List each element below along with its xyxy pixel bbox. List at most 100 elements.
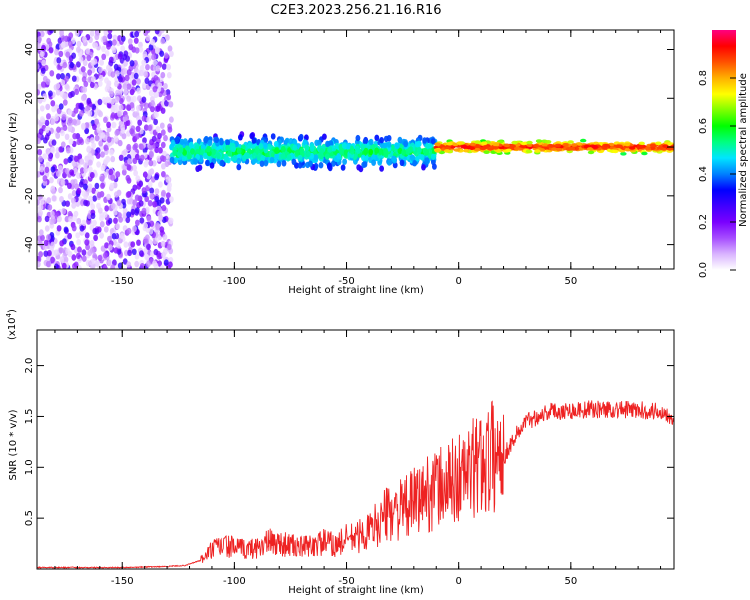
- spectrogram-cell: [43, 250, 49, 257]
- spectrogram-cell: [72, 133, 78, 140]
- spectrogram-cell: [79, 225, 85, 232]
- spectrogram-cell: [139, 65, 145, 72]
- spectrogram-cell: [104, 242, 109, 249]
- spectrogram-cell: [591, 145, 598, 149]
- spectrogram-cell: [138, 41, 143, 49]
- spectrogram-cell: [247, 142, 253, 149]
- spectrogram-cell: [39, 30, 45, 38]
- spectrogram-cell: [103, 116, 108, 124]
- spectrogram-cell: [141, 81, 147, 89]
- spectrogram-cell: [205, 159, 210, 167]
- spectrogram-cell: [37, 256, 42, 263]
- x-tick-label: -150: [111, 576, 134, 587]
- spectrogram-cell: [44, 126, 50, 134]
- spectrogram-cell: [356, 147, 361, 154]
- spectrogram-cell: [136, 104, 141, 112]
- spectrogram-cell: [157, 260, 163, 267]
- spectrogram-cell: [99, 59, 104, 66]
- spectrogram-cell: [666, 147, 674, 151]
- spectrogram-cell: [149, 250, 155, 257]
- spectrogram-cell: [98, 66, 103, 74]
- spectrogram-cell: [620, 152, 627, 156]
- spectrogram-cell: [104, 77, 109, 84]
- svg-text:(x104): (x104): [5, 309, 18, 340]
- spectrogram-cell: [122, 83, 128, 90]
- spectrogram-cell: [56, 73, 61, 80]
- spectrogram-cell: [99, 232, 104, 239]
- spectrogram-cell: [129, 102, 135, 109]
- spectrogram-cell: [322, 133, 327, 140]
- spectrogram-cell: [37, 171, 40, 178]
- colorbar-tick-label: 0.4: [698, 166, 709, 182]
- spectrogram-cell: [460, 144, 468, 149]
- spectrogram-cell: [463, 148, 470, 153]
- spectrogram-cell: [456, 141, 463, 145]
- spectrogram-cell: [133, 37, 139, 44]
- spectrogram-cell: [361, 154, 366, 161]
- spectrogram-cell: [147, 200, 153, 207]
- spectrogram-cell: [99, 175, 105, 182]
- spectrogram-cell: [412, 160, 418, 167]
- spectrogram-cell: [69, 154, 74, 162]
- spectrogram-cell: [50, 241, 56, 248]
- spectrogram-cell: [407, 147, 413, 154]
- colorbar-tick-label: 0.6: [698, 118, 709, 134]
- spectrogram-cell: [286, 154, 292, 161]
- spectrogram-cell: [47, 250, 52, 257]
- spectrogram-cell: [586, 147, 594, 151]
- spectrogram-cell: [269, 156, 275, 164]
- snr-y-scale: (x104): [5, 309, 18, 340]
- spectrogram-cell: [70, 179, 76, 186]
- spectrogram-cell: [106, 64, 111, 72]
- spectrogram-cell: [386, 159, 392, 166]
- spectrogram-cell: [38, 155, 43, 163]
- spectrogram-cell: [117, 53, 123, 60]
- spectrogram-cell: [92, 219, 97, 227]
- spectrogram-cell: [313, 154, 319, 161]
- spectrogram-cell: [76, 239, 81, 246]
- spectrogram-cell: [139, 69, 144, 77]
- spectrogram-cell: [409, 154, 415, 161]
- spectrogram-cell: [151, 135, 157, 143]
- spectrogram-cell: [100, 245, 106, 252]
- spectrogram-cell: [100, 151, 105, 158]
- spectrogram-cell: [474, 147, 481, 152]
- spectrogram-cell: [114, 80, 119, 88]
- spectrogram-cell: [117, 139, 123, 147]
- snr-series-line: [36, 400, 675, 569]
- spectrogram-cell: [549, 144, 556, 148]
- spectrogram-cell: [76, 187, 82, 195]
- spectrogram-cell: [134, 260, 140, 268]
- spectrogram-cell: [223, 156, 229, 163]
- spectrogram-cell: [37, 240, 43, 247]
- spectrogram-cell: [78, 181, 84, 188]
- spectrogram-cell: [129, 88, 135, 96]
- spectrogram-cell: [110, 174, 116, 181]
- spectrogram-cell: [85, 200, 90, 207]
- colorbar: 0.0 0.2 0.4 0.6 0.8 Normalized spectral ampl…: [698, 30, 749, 278]
- spectrogram-cell: [76, 172, 81, 179]
- spectrogram-cell: [159, 122, 165, 129]
- spectrogram-cell: [147, 169, 153, 176]
- spectrogram-cell: [386, 141, 392, 148]
- spectrogram-cell: [211, 149, 216, 156]
- spectrogram-cell: [158, 181, 163, 188]
- spectrogram-cell: [644, 146, 651, 151]
- spectrogram-cell: [152, 201, 158, 208]
- spectrogram-cell: [104, 50, 110, 57]
- spectrogram-cell: [139, 143, 145, 151]
- spectrogram-cell: [87, 212, 92, 220]
- snr-y-label: SNR (10 * v/v): [8, 409, 19, 480]
- spectrogram-cell: [379, 165, 384, 172]
- spectrogram-cell: [109, 90, 114, 98]
- spectrogram-cell: [169, 156, 175, 164]
- spectrogram-cell: [166, 243, 172, 251]
- spectrogram-cell: [82, 36, 87, 43]
- spectrogram-cell: [60, 129, 65, 137]
- spectrogram-cell: [146, 243, 151, 250]
- spectrogram-cell: [58, 186, 63, 194]
- spectrogram-cell: [119, 232, 125, 240]
- spectrogram-cell: [69, 61, 75, 69]
- spectrogram-cell: [98, 110, 103, 118]
- spectrogram-cell: [55, 152, 60, 159]
